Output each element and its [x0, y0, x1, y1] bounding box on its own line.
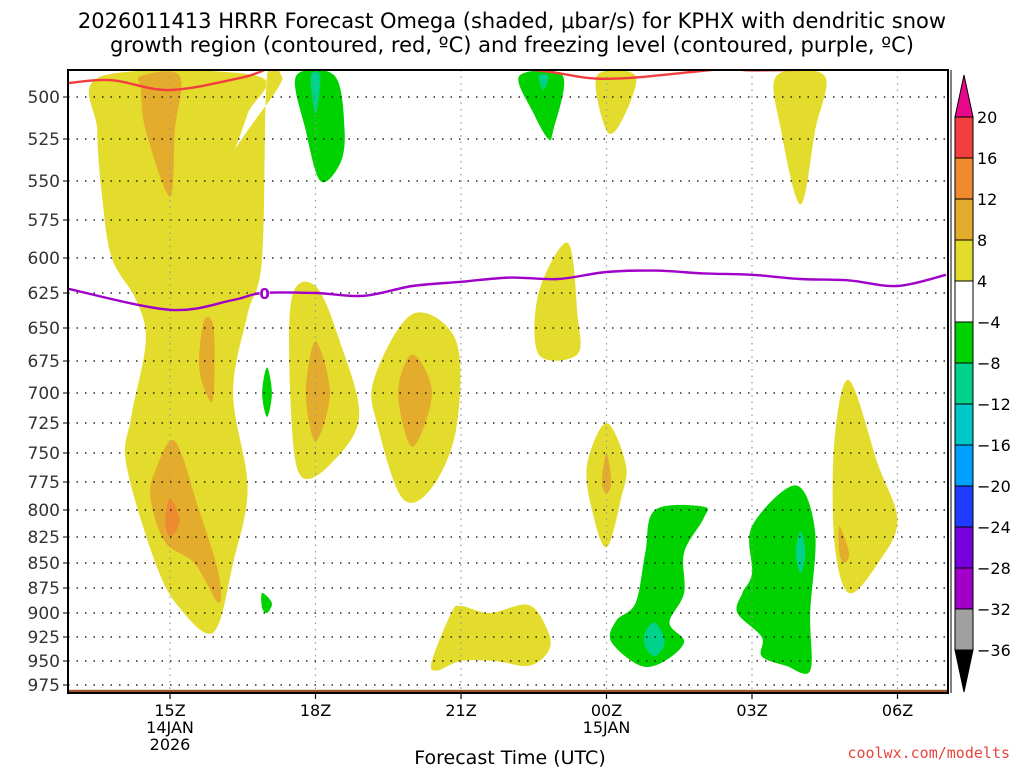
colorbar-label: −36 — [977, 641, 1011, 660]
omega-region-orange-20z-mid — [398, 354, 432, 447]
y-tick-label: 950 — [28, 652, 60, 672]
y-axis: 500 525 550 575 600 625 650 675 700 725 750 775 800 8… — [28, 88, 68, 696]
y-tick-label: 525 — [28, 130, 60, 150]
omega-region-yellow-04z-top — [773, 70, 827, 205]
colorbar-label: 4 — [977, 272, 987, 291]
colorbar-swatch — [954, 157, 974, 200]
omega-region-teal-2330z-top — [538, 74, 549, 90]
y-tick-label: 750 — [28, 444, 60, 464]
colorbar-swatch — [954, 403, 974, 446]
colorbar-label: 20 — [977, 108, 997, 127]
chart-title-line-2: growth region (contoured, red, ºC) and f… — [110, 33, 914, 57]
x-tick-label: 00Z — [591, 701, 622, 720]
y-tick-label: 925 — [28, 628, 60, 648]
y-tick-label: 550 — [28, 172, 60, 192]
y-tick-label: 625 — [28, 284, 60, 304]
omega-region-yellow-05z-mid — [832, 379, 898, 594]
omega-region-orange-mid-left — [198, 317, 215, 403]
colorbar-label: 8 — [977, 231, 987, 250]
omega-shading-layer — [88, 70, 898, 674]
colorbar-swatch — [954, 608, 974, 651]
y-tick-label: 725 — [28, 414, 60, 434]
omega-region-orange-05z-mid — [838, 526, 850, 563]
colorbar-swatch — [954, 444, 974, 487]
colorbar-swatch — [954, 526, 974, 569]
contour-layer: 0 — [68, 70, 947, 312]
y-tick-label: 500 — [28, 88, 60, 108]
omega-region-green-04z-low — [736, 485, 816, 674]
colorbar-label: −24 — [977, 518, 1011, 537]
omega-region-yellow-00z-top — [595, 70, 637, 134]
colorbar-swatch — [954, 239, 974, 282]
colorbar-swatch — [954, 198, 974, 241]
omega-region-green-17z-low — [261, 592, 273, 614]
y-tick-label: 675 — [28, 352, 60, 372]
y-tick-label: 600 — [28, 249, 60, 269]
colorbar-swatch — [954, 567, 974, 610]
dendritic-growth-contour — [68, 70, 840, 92]
plot-frame — [67, 69, 949, 694]
colorbar-swatch — [954, 485, 974, 528]
terrain-surface — [68, 689, 948, 693]
omega-region-orange-18z-mid — [305, 341, 330, 441]
colorbar-label: 12 — [977, 190, 997, 209]
colorbar-label: −8 — [977, 354, 1001, 373]
freezing-level-contour — [68, 269, 947, 312]
y-tick-label: 850 — [28, 554, 60, 574]
colorbar-swatch — [954, 362, 974, 405]
x-tick-label: 2026 — [150, 735, 191, 754]
x-tick-label: 15JAN — [583, 718, 631, 737]
omega-region-orange-lower-left — [150, 439, 222, 604]
colorbar-top-arrow — [954, 74, 974, 118]
colorbar-swatch — [954, 280, 974, 323]
x-tick-label: 18Z — [300, 701, 331, 720]
colorbar-label: −28 — [977, 559, 1011, 578]
x-tick-label: 03Z — [736, 701, 767, 720]
colorbar-swatch — [954, 116, 974, 159]
omega-region-green-01z-low — [609, 504, 708, 667]
omega-region-teal-04z-low — [795, 531, 806, 573]
omega-region-orange-upper-left — [137, 71, 182, 197]
x-tick-label: 15Z — [154, 701, 185, 720]
y-tick-label: 825 — [28, 528, 60, 548]
colorbar-label: −4 — [977, 313, 1001, 332]
y-tick-label: 800 — [28, 501, 60, 521]
y-tick-label: 875 — [28, 579, 60, 599]
x-axis-title: Forecast Time (UTC) — [414, 747, 605, 768]
omega-region-yellow-low-center — [430, 604, 551, 671]
omega-region-teal-01z-low — [644, 622, 665, 657]
colorbar-label: −32 — [977, 600, 1011, 619]
freezing-label-bg — [259, 286, 270, 300]
x-tick-label: 21Z — [445, 701, 476, 720]
colorbar-label: −12 — [977, 395, 1011, 414]
omega-region-teal-1730z-top — [310, 71, 321, 114]
chart-title-line-1: 2026011413 HRRR Forecast Omega (shaded, … — [77, 9, 947, 33]
colorbar-bottom-arrow — [954, 649, 974, 693]
omega-region-yellow-upper-left — [88, 70, 283, 634]
y-tick-label: 575 — [28, 211, 60, 231]
y-tick-label: 975 — [28, 676, 60, 696]
y-tick-label: 700 — [28, 384, 60, 404]
omega-region-orange-red-left — [165, 498, 180, 537]
y-tick-label: 775 — [28, 473, 60, 493]
omega-region-green-2330z-top — [518, 70, 565, 141]
colorbar-label: −16 — [977, 436, 1011, 455]
colorbar-label: 16 — [977, 149, 997, 168]
colorbar: 20 16 12 8 4 −4 −8 −12 −16 −20 −24 −28 −32 −36 — [950, 70, 1011, 693]
omega-region-yellow-2330z-top — [534, 242, 581, 361]
credit-link[interactable]: coolwx.com/modelts — [847, 744, 1010, 762]
omega-region-green-1730z-top — [294, 70, 345, 183]
freezing-level-label: 0 — [259, 285, 269, 303]
colorbar-swatch — [954, 321, 974, 364]
y-tick-label: 900 — [28, 604, 60, 624]
y-tick-label: 650 — [28, 319, 60, 339]
colorbar-label: −20 — [977, 477, 1011, 496]
omega-region-green-17z-mid — [262, 367, 272, 417]
x-tick-label: 14JAN — [146, 718, 194, 737]
x-tick-label: 06Z — [882, 701, 913, 720]
